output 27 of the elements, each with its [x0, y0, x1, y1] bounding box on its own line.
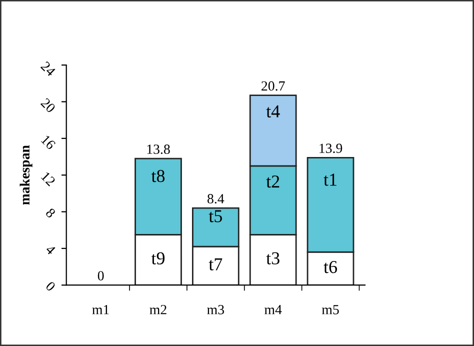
y-axis-title: makespan [20, 145, 32, 205]
data-label: t5 [208, 210, 222, 222]
data-label: t8 [151, 170, 165, 182]
text: 0 [98, 271, 104, 280]
x-tick-label: m2 [150, 304, 166, 314]
data-label: t9 [151, 252, 165, 264]
y-tick-label: 0 [45, 280, 56, 292]
y-tick-label: 8 [45, 208, 56, 218]
data-label: t3 [266, 252, 280, 264]
total-label: 13.9 [320, 144, 342, 154]
y-tick-label: 12 [40, 171, 56, 186]
x-tick-label: m1 [92, 305, 109, 314]
total-label: 8.4 [208, 194, 224, 204]
x-tick-label: m3 [207, 304, 224, 314]
data-label: t2 [266, 175, 280, 188]
y-tick-label: 20 [40, 98, 56, 114]
y-tick-label: 24 [40, 60, 56, 77]
data-label: t4 [266, 105, 280, 118]
total-label: 13.8 [147, 144, 170, 154]
data-label: t6 [324, 260, 338, 274]
y-tick-label: 16 [40, 134, 56, 150]
total-label: 20.7 [262, 81, 285, 91]
x-tick-label: m4 [264, 305, 282, 314]
y-tick-label: 4 [45, 244, 56, 256]
x-tick-label: m5 [322, 305, 339, 314]
data-label: t1 [324, 174, 336, 186]
data-label: t7 [208, 258, 222, 270]
